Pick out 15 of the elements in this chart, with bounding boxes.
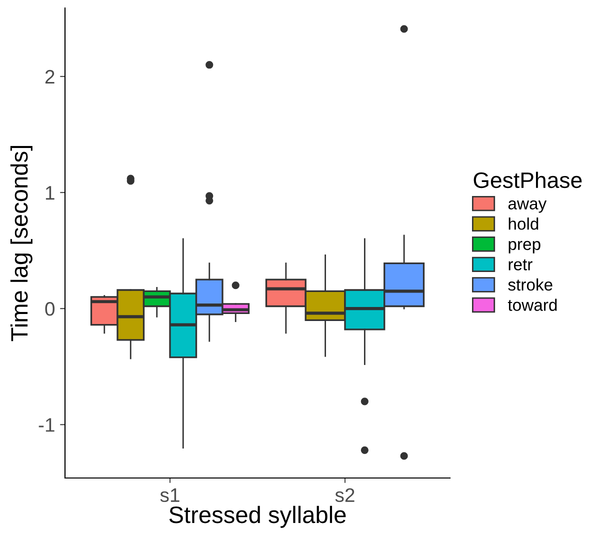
legend-label: stroke — [508, 278, 552, 291]
legend-label: hold — [508, 218, 538, 230]
x-tick-label: s1 — [160, 488, 180, 502]
y-tick-label: -1 — [38, 418, 54, 432]
legend-label: retr — [508, 259, 532, 270]
legend-label: away — [508, 200, 547, 213]
y-axis-title: Time lag [seconds] — [10, 146, 32, 342]
y-tick-label: 0 — [45, 302, 55, 316]
y-tick-label: 1 — [46, 186, 54, 200]
x-tick-label: s2 — [335, 488, 354, 502]
legend-label: prep — [508, 240, 540, 254]
legend-label: toward — [508, 298, 557, 311]
x-axis-title: Stressed syllable — [169, 506, 346, 528]
legend-title: GestPhase — [474, 172, 582, 188]
y-tick-label: 2 — [45, 70, 54, 84]
